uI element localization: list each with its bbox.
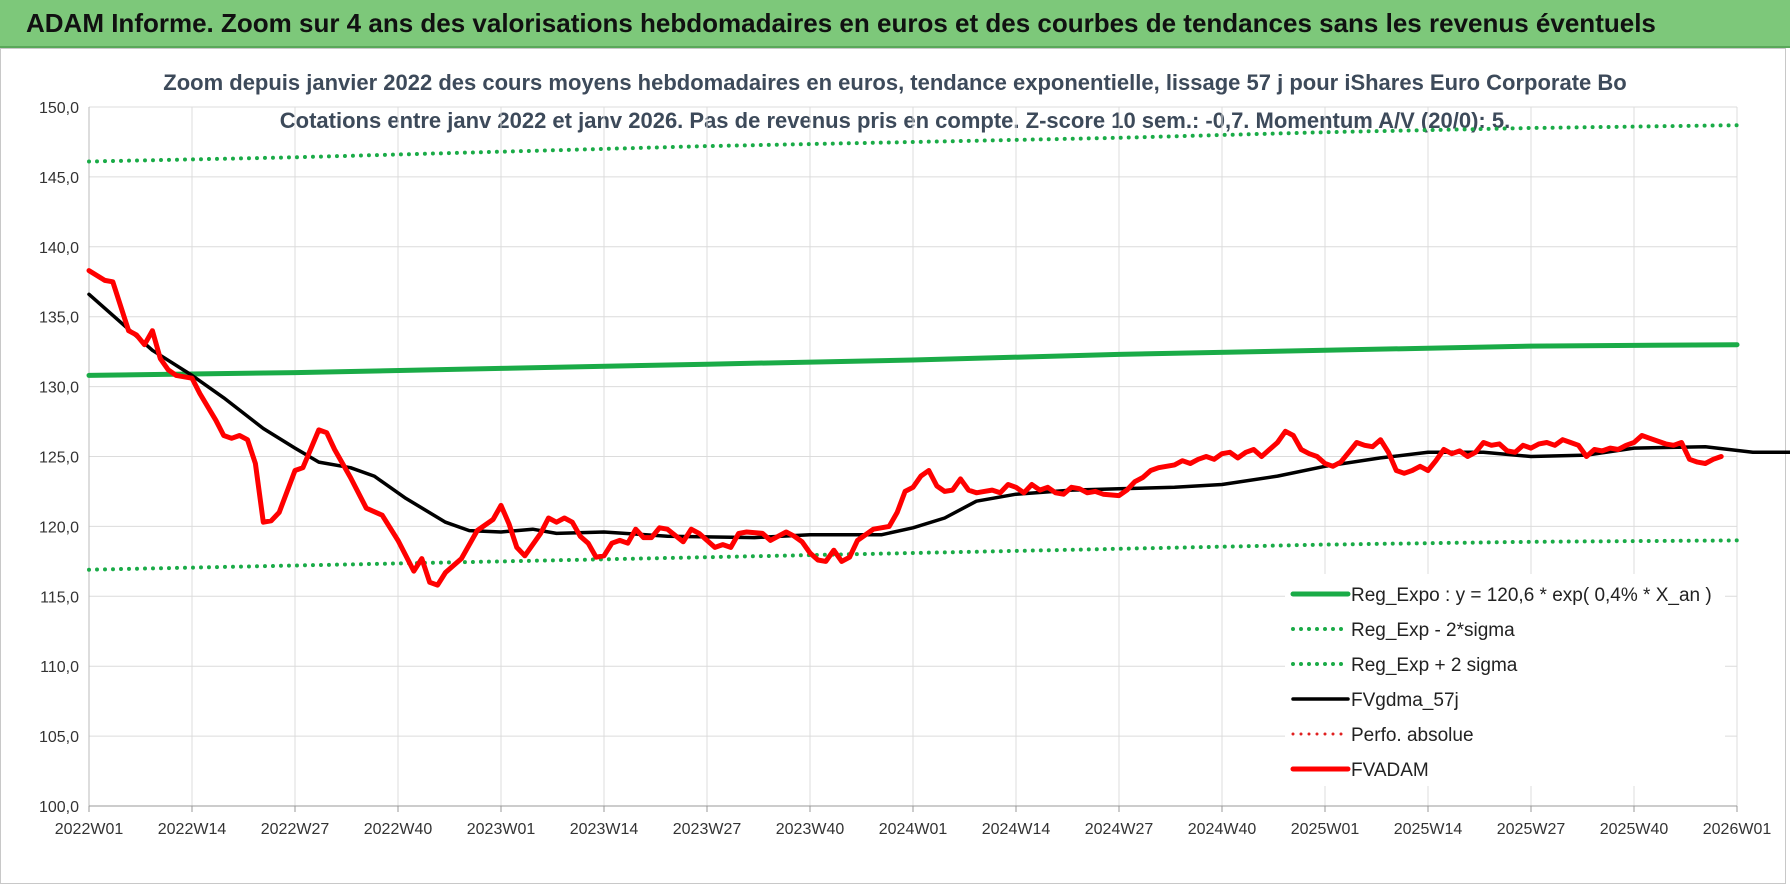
- series-line-1: [87, 538, 1739, 572]
- y-tick-label: 130,0: [39, 380, 79, 397]
- y-tick-label: 145,0: [39, 170, 79, 187]
- legend-label: Perfo. absolue: [1351, 725, 1474, 746]
- x-tick-label: 2025W14: [1394, 821, 1463, 838]
- x-tick-label: 2025W27: [1497, 821, 1566, 838]
- series-line-5: [86, 268, 1724, 588]
- legend-label: Reg_Expo : y = 120,6 * exp( 0,4% * X_an …: [1351, 585, 1712, 606]
- x-tick-label: 2024W01: [879, 821, 948, 838]
- legend-label: Reg_Exp + 2 sigma: [1351, 655, 1518, 676]
- series-line-2: [87, 123, 1739, 164]
- y-tick-label: 140,0: [39, 240, 79, 257]
- y-tick-label: 100,0: [39, 799, 79, 816]
- legend-label: Reg_Exp - 2*sigma: [1351, 620, 1515, 641]
- x-tick-label: 2025W01: [1291, 821, 1360, 838]
- y-tick-label: 150,0: [39, 100, 79, 117]
- x-tick-label: 2022W01: [55, 821, 124, 838]
- report-banner: ADAM Informe. Zoom sur 4 ans des valoris…: [0, 0, 1790, 48]
- series-line-3: [87, 292, 1790, 540]
- x-tick-label: 2025W40: [1600, 821, 1669, 838]
- x-tick-label: 2022W14: [158, 821, 227, 838]
- y-tick-label: 105,0: [39, 729, 79, 746]
- legend-label: FVADAM: [1351, 760, 1429, 781]
- y-tick-label: 110,0: [40, 659, 79, 676]
- x-tick-label: 2024W14: [982, 821, 1051, 838]
- x-tick-label: 2022W40: [364, 821, 433, 838]
- chart-frame: [0, 48, 1786, 884]
- x-axis-ticks: 2022W01 2022W14 2022W27 2022W40 2023W01 2023W…: [55, 821, 1772, 838]
- y-tick-label: 125,0: [39, 450, 79, 467]
- y-tick-label: 120,0: [39, 519, 79, 536]
- x-tick-label: 2024W40: [1188, 821, 1257, 838]
- x-tick-label: 2024W27: [1085, 821, 1154, 838]
- y-tick-label: 115,0: [40, 589, 79, 606]
- x-tick-label: 2023W40: [776, 821, 845, 838]
- x-tick-label: 2022W27: [261, 821, 330, 838]
- series-lines: [86, 123, 1790, 588]
- chart-subtitle: Cotations entre janv 2022 et janv 2026. …: [279, 108, 1511, 133]
- x-tick-label: 2023W14: [570, 821, 639, 838]
- x-tick-label: 2026W01: [1703, 821, 1772, 838]
- report-title: ADAM Informe. Zoom sur 4 ans des valoris…: [26, 8, 1656, 38]
- legend-label: FVgdma_57j: [1351, 690, 1459, 711]
- x-tick-label: 2023W01: [467, 821, 536, 838]
- chart-title: Zoom depuis janvier 2022 des cours moyen…: [163, 70, 1627, 95]
- x-tick-label: 2023W27: [673, 821, 742, 838]
- y-axis-ticks: 100,0 105,0 110,0 115,0 120,0 125,0 130,0 135,0…: [39, 100, 79, 816]
- legend: Reg_Expo : y = 120,6 * exp( 0,4% * X_an …: [1285, 574, 1725, 786]
- legend-background: [1285, 574, 1725, 786]
- series-line-0: [86, 342, 1740, 378]
- y-tick-label: 135,0: [39, 310, 79, 327]
